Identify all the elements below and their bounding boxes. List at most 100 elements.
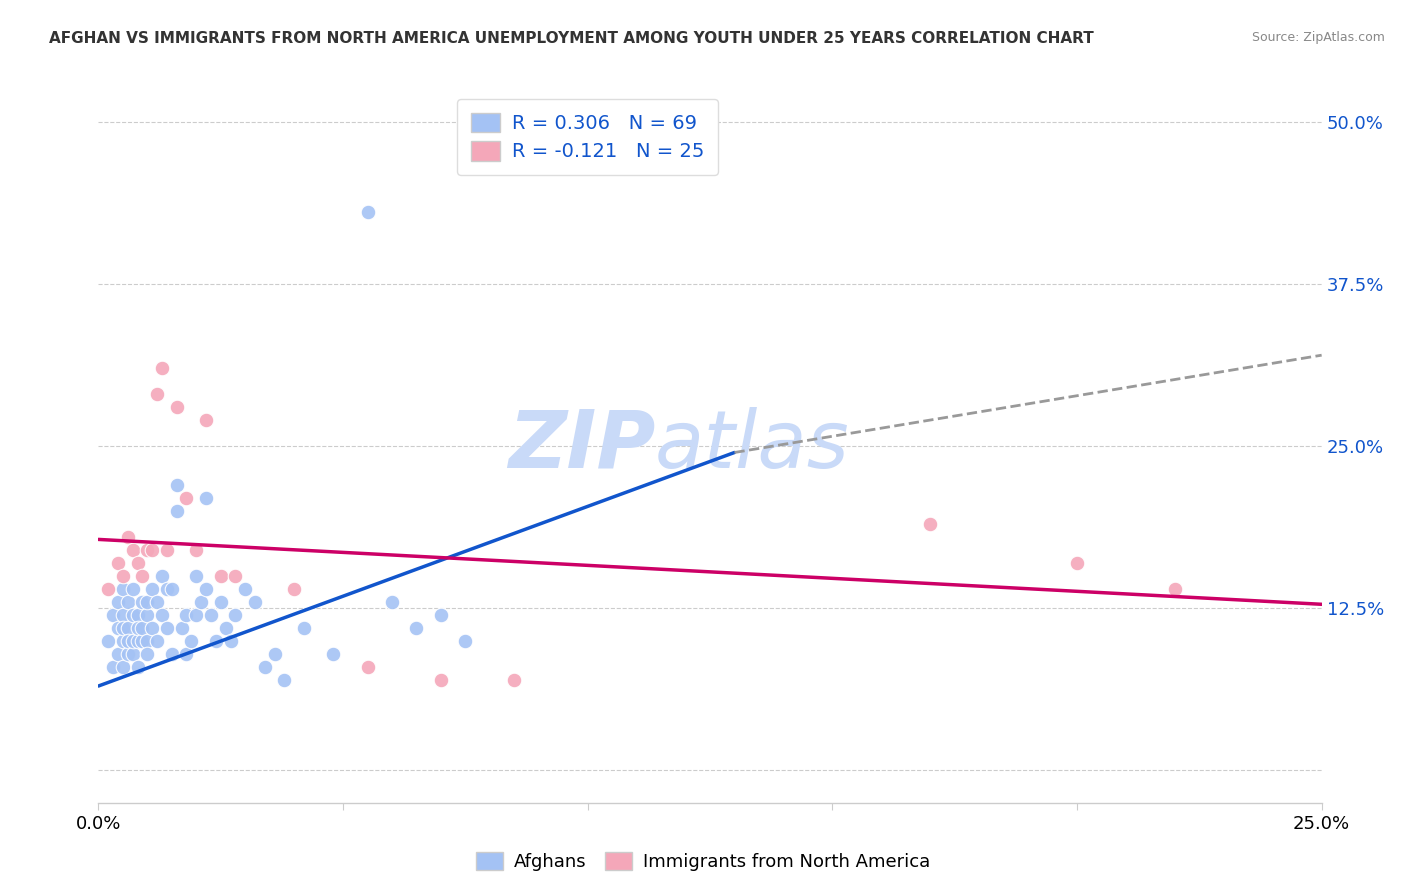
Point [146,633,169,648]
Point [107,621,129,635]
Point [381,595,404,609]
Point [141,582,163,596]
Point [136,542,159,557]
Point [292,621,315,635]
Point [430,607,453,622]
Point [131,568,153,582]
Point [136,647,159,661]
Point [186,568,208,582]
Point [200,607,222,622]
Point [107,595,129,609]
Point [127,556,149,570]
Point [176,491,198,505]
Point [176,607,198,622]
Point [156,542,179,557]
Point [97,582,120,596]
Point [273,673,295,687]
Point [117,595,139,609]
Point [127,659,149,673]
Point [121,633,143,648]
Point [127,621,149,635]
Point [136,595,159,609]
Point [224,607,246,622]
Point [1066,556,1088,570]
Text: atlas: atlas [655,407,849,485]
Point [166,400,188,414]
Point [1164,582,1187,596]
Point [136,633,159,648]
Point [209,568,232,582]
Point [920,516,942,531]
Point [176,647,198,661]
Text: AFGHAN VS IMMIGRANTS FROM NORTH AMERICA UNEMPLOYMENT AMONG YOUTH UNDER 25 YEARS : AFGHAN VS IMMIGRANTS FROM NORTH AMERICA … [49,31,1094,46]
Point [111,568,134,582]
Legend: Afghans, Immigrants from North America: Afghans, Immigrants from North America [468,845,938,879]
Point [356,205,378,219]
Point [111,607,134,622]
Point [111,633,134,648]
Point [121,607,143,622]
Point [170,621,193,635]
Point [214,621,236,635]
Point [117,621,139,635]
Point [131,633,153,648]
Point [121,582,143,596]
Point [186,607,208,622]
Point [180,633,202,648]
Point [166,478,188,492]
Point [111,582,134,596]
Point [131,621,153,635]
Point [205,633,228,648]
Point [186,542,208,557]
Point [503,673,526,687]
Legend: R = 0.306   N = 69, R = -0.121   N = 25: R = 0.306 N = 69, R = -0.121 N = 25 [457,99,718,175]
Point [156,621,179,635]
Point [166,504,188,518]
Point [322,647,344,661]
Point [127,633,149,648]
Point [117,647,139,661]
Point [111,659,134,673]
Point [190,595,212,609]
Point [146,387,169,401]
Point [121,647,143,661]
Point [150,568,173,582]
Point [107,556,129,570]
Point [107,647,129,661]
Point [131,595,153,609]
Point [141,542,163,557]
Text: Source: ZipAtlas.com: Source: ZipAtlas.com [1251,31,1385,45]
Point [150,361,173,376]
Point [146,595,169,609]
Point [195,413,218,427]
Point [430,673,453,687]
Point [253,659,276,673]
Point [101,659,124,673]
Point [117,530,139,544]
Point [243,595,266,609]
Point [405,621,427,635]
Point [283,582,305,596]
Point [121,542,143,557]
Point [195,582,218,596]
Point [156,582,179,596]
Text: ZIP: ZIP [508,407,655,485]
Point [127,607,149,622]
Point [454,633,477,648]
Point [356,659,378,673]
Point [136,607,159,622]
Point [219,633,242,648]
Point [150,607,173,622]
Point [97,633,120,648]
Point [224,568,246,582]
Point [209,595,232,609]
Point [263,647,285,661]
Point [160,582,183,596]
Point [141,621,163,635]
Point [117,633,139,648]
Point [195,491,218,505]
Point [233,582,256,596]
Point [101,607,124,622]
Point [160,647,183,661]
Point [111,621,134,635]
